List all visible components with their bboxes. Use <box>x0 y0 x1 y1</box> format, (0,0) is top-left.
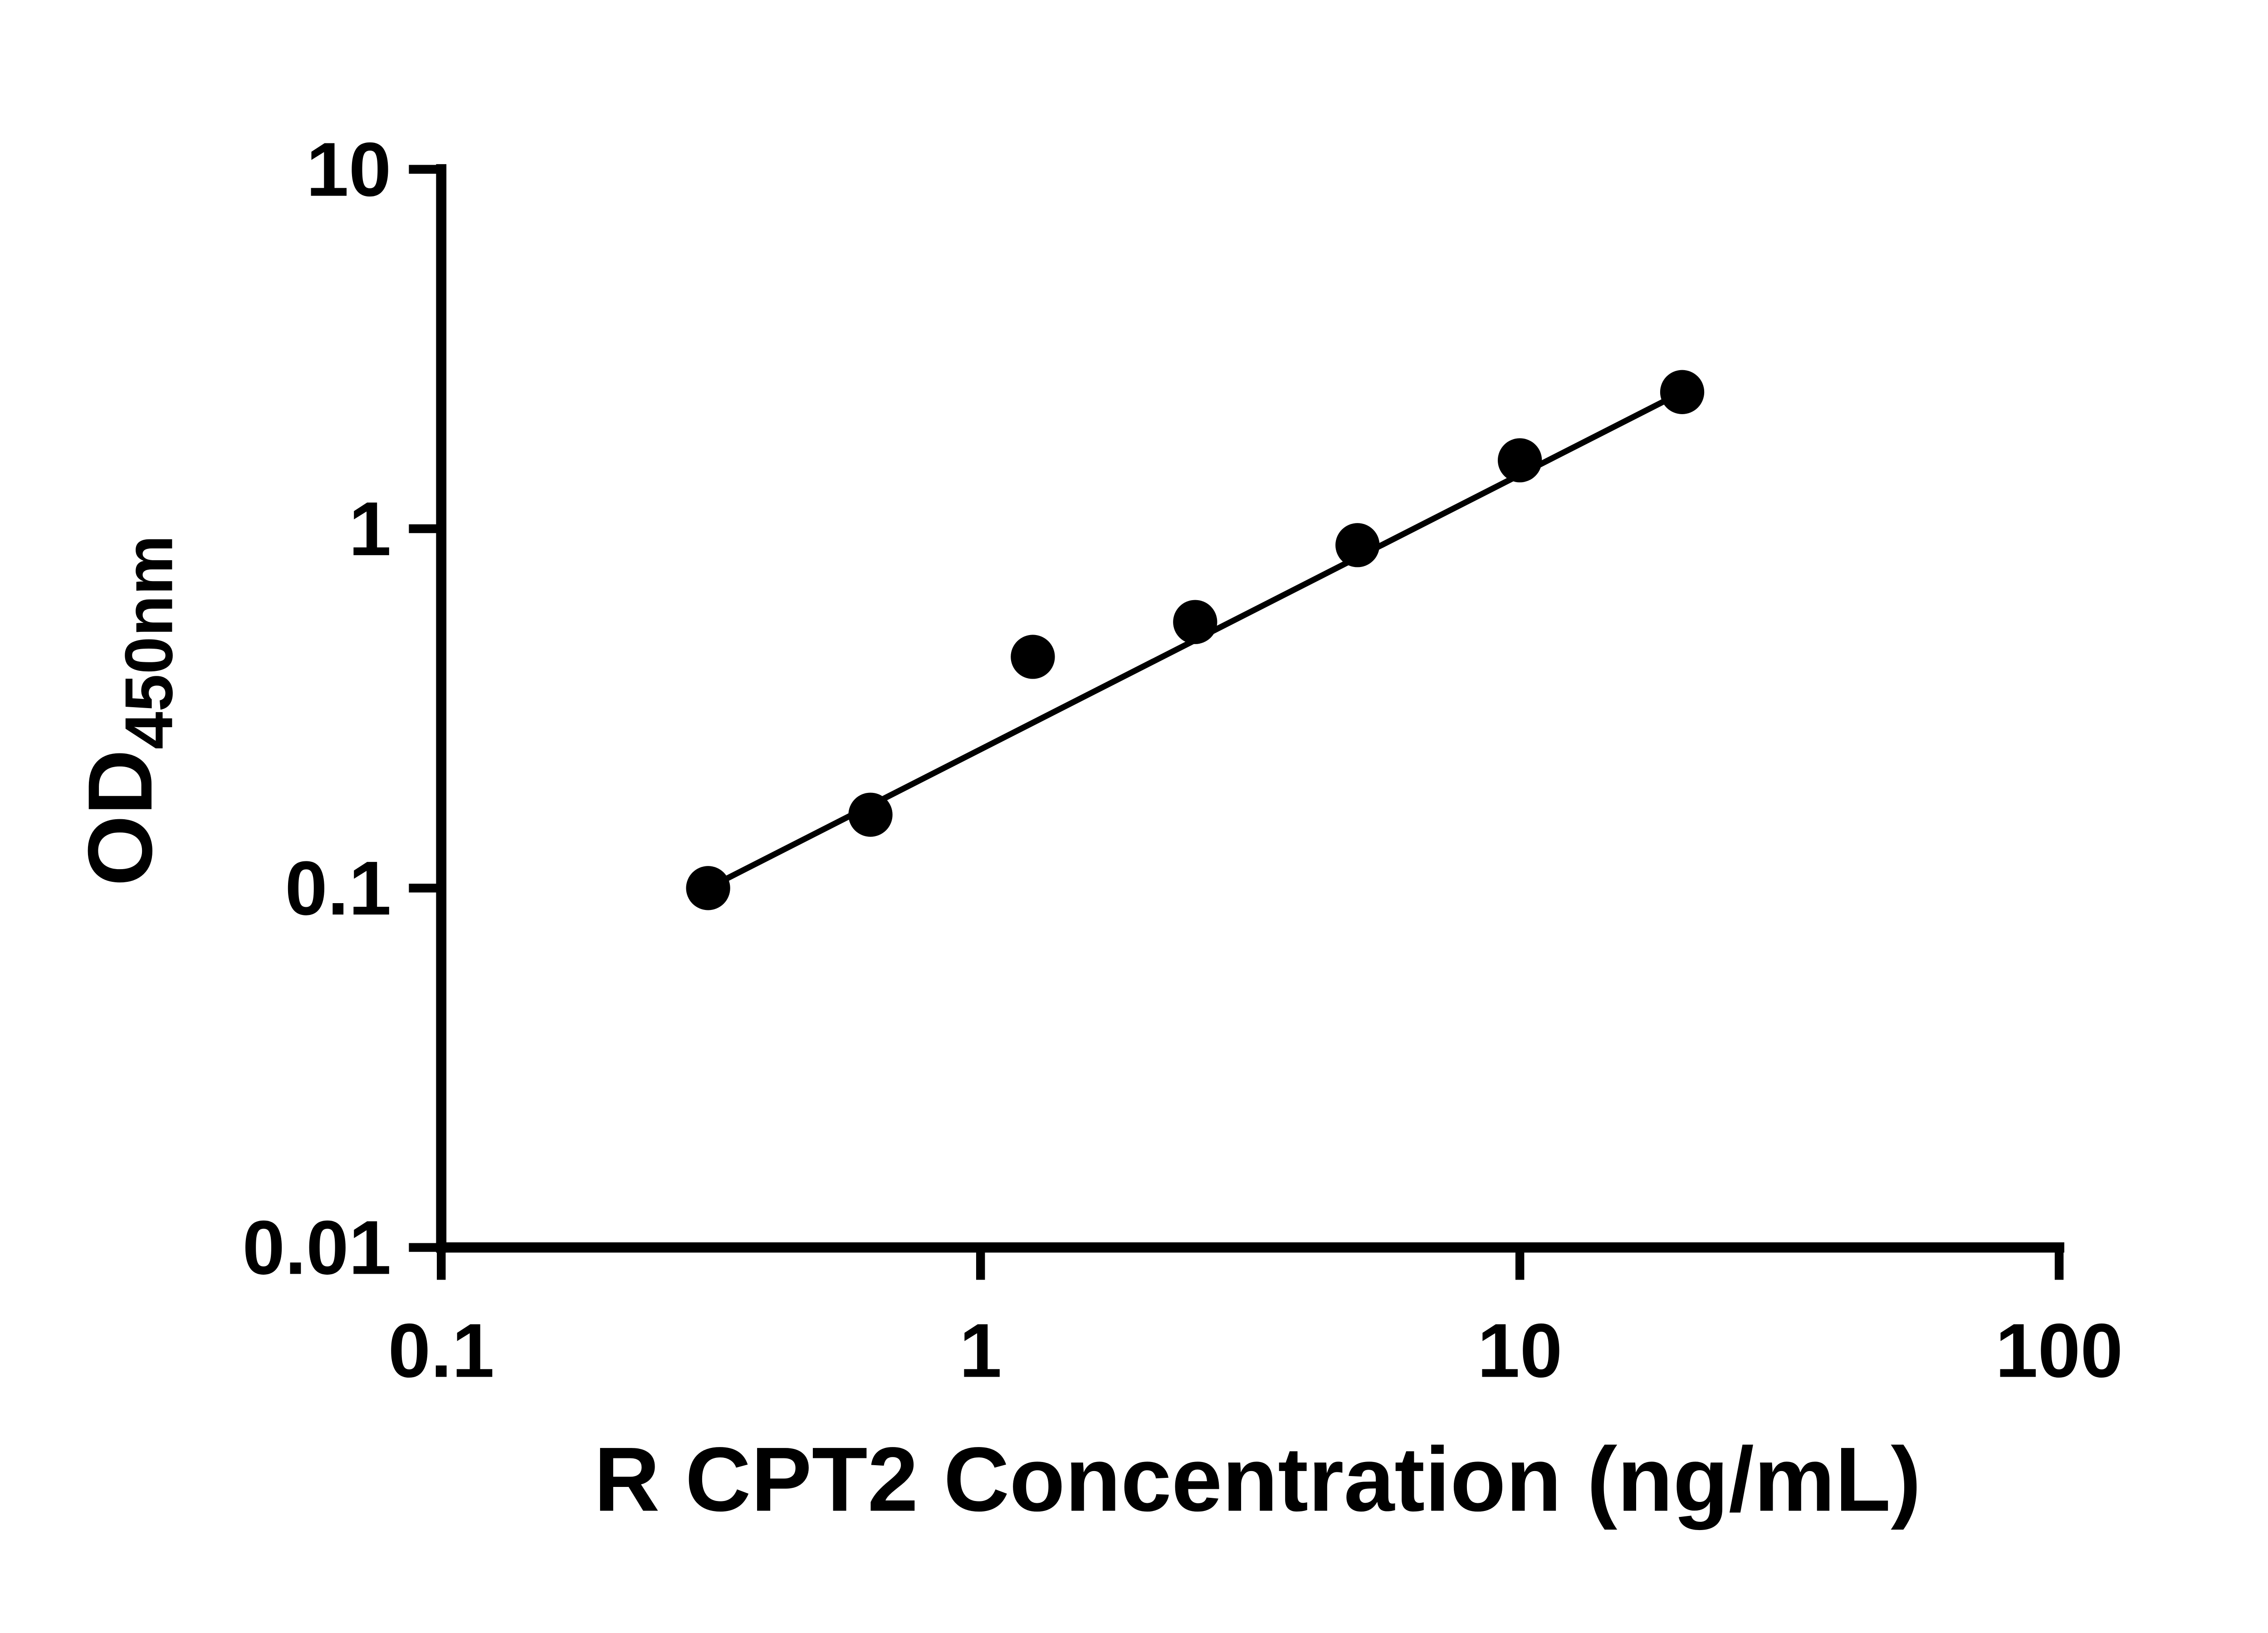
data-point <box>1011 635 1055 679</box>
y-tick-label: 10 <box>306 127 391 212</box>
x-tick-label: 1 <box>959 1307 1002 1393</box>
points-group <box>686 370 1705 910</box>
y-tick-label: 1 <box>349 486 391 572</box>
y-axis-title-sub: 450nm <box>111 535 186 749</box>
x-tick-label: 10 <box>1477 1307 1563 1393</box>
x-tick-label: 0.1 <box>388 1307 494 1393</box>
data-point <box>1335 523 1380 567</box>
data-point <box>1660 370 1705 414</box>
data-point <box>686 866 730 910</box>
x-axis-title: R CPT2 Concentration (ng/mL) <box>594 1428 1921 1530</box>
data-point <box>848 792 893 837</box>
y-tick-label: 0.1 <box>285 845 391 931</box>
y-axis-title-main: OD <box>69 749 171 886</box>
y-axis-title: OD450nm <box>69 535 186 886</box>
data-point <box>1173 600 1217 644</box>
axes-group <box>409 164 2064 1280</box>
tick-labels-group: 0.1 1 10 100 0.01 0.1 1 10 <box>242 127 2123 1393</box>
y-tick-label: 0.01 <box>242 1204 391 1290</box>
x-tick-label: 100 <box>1995 1307 2123 1393</box>
data-point <box>1497 438 1542 483</box>
